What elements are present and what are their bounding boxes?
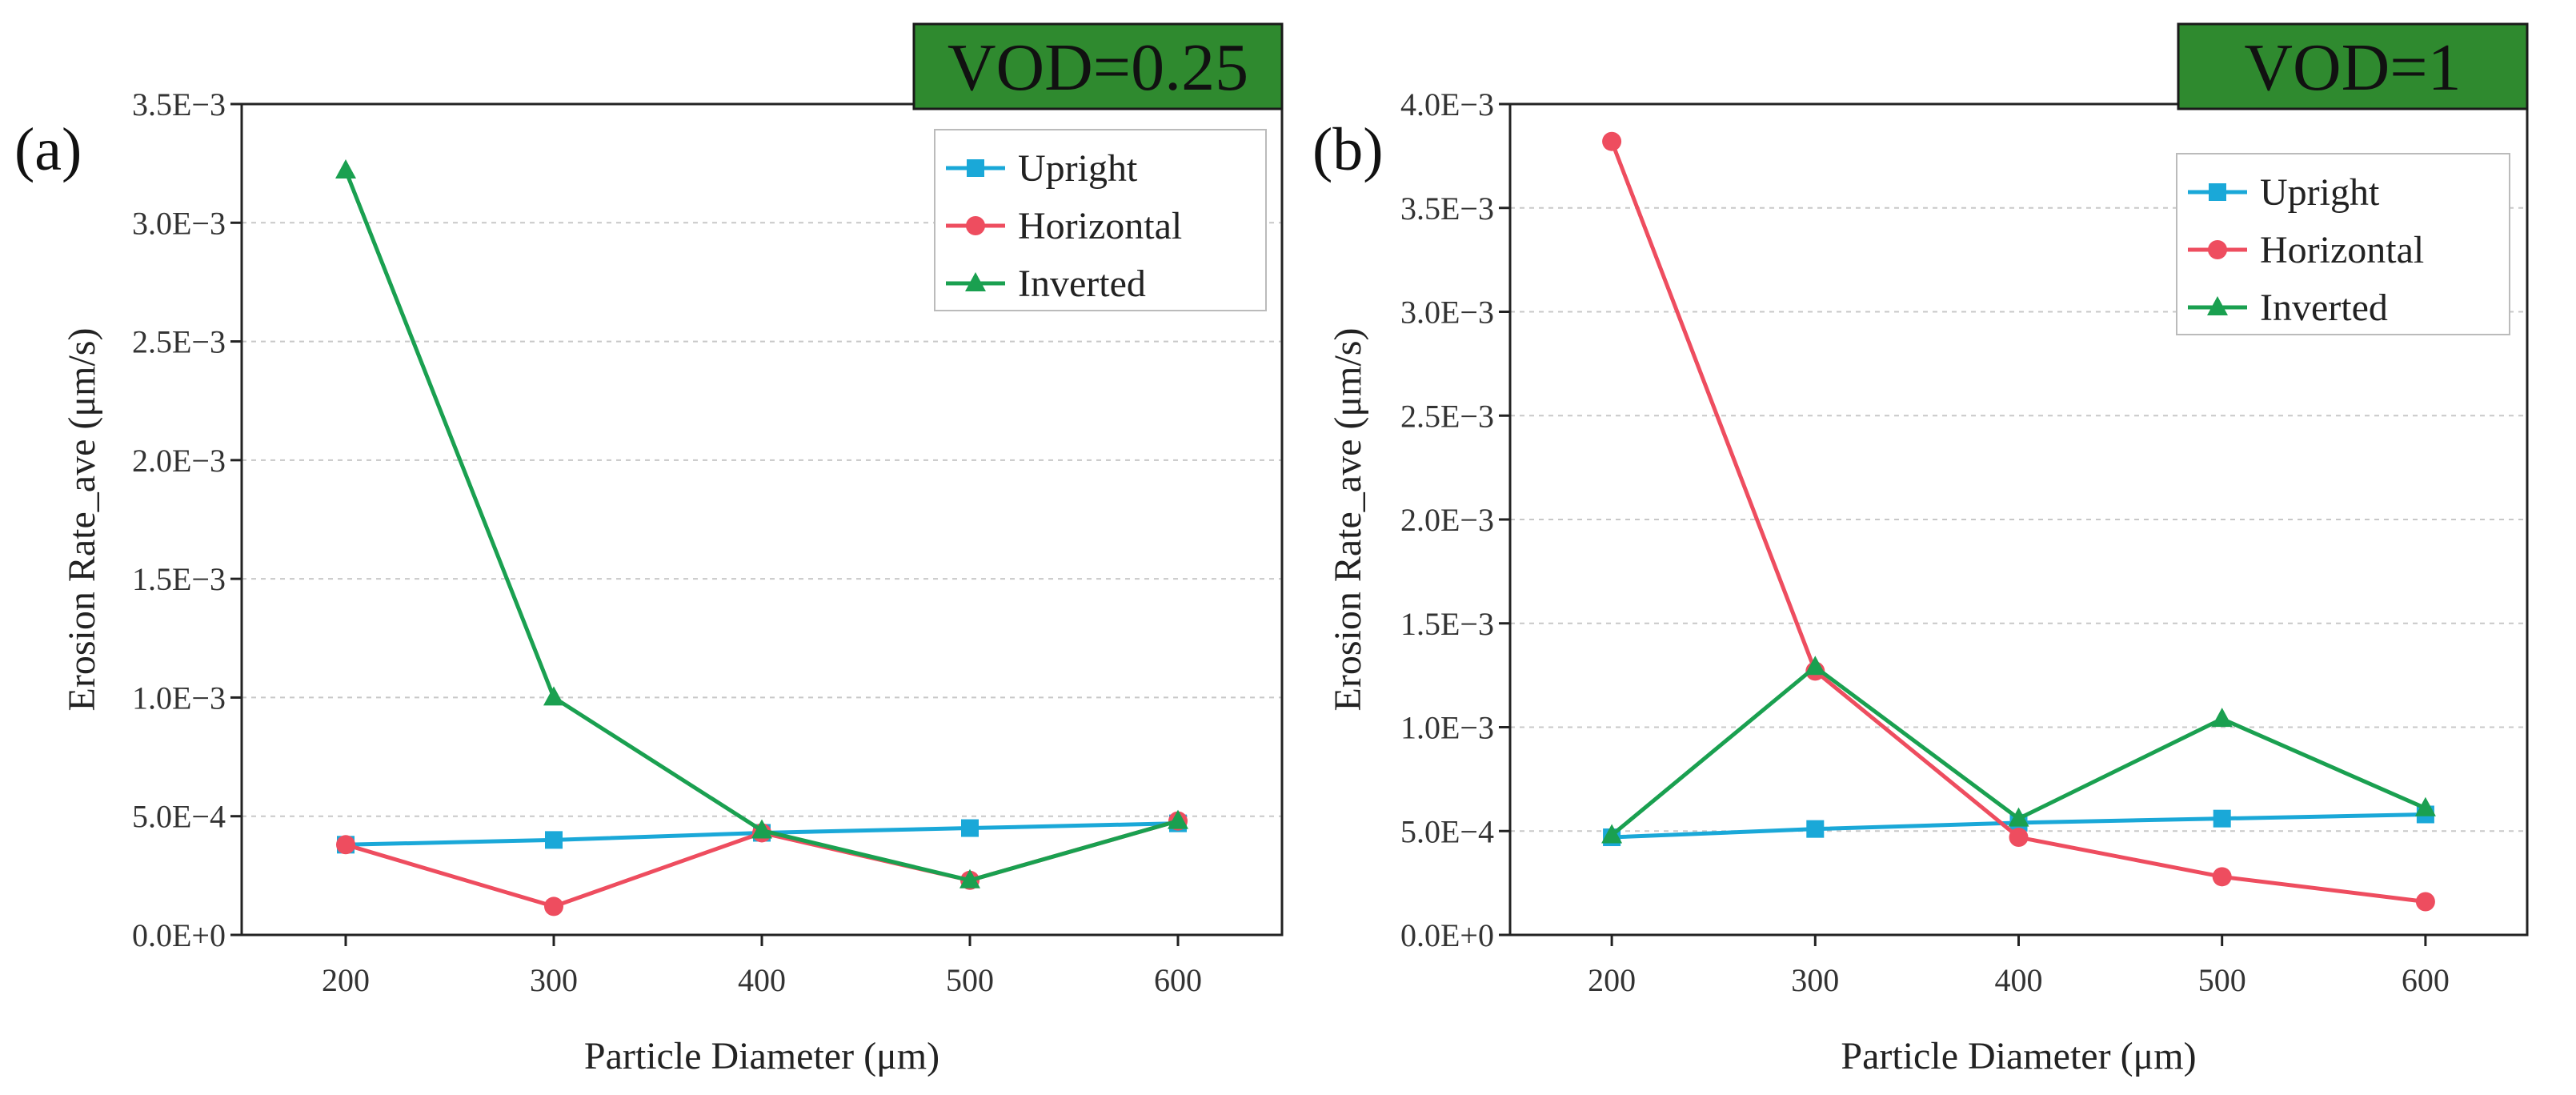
y-tick-label: 1.0E−3 xyxy=(1400,710,1494,746)
data-point-horizontal xyxy=(1602,131,1622,151)
y-tick-label: 1.5E−3 xyxy=(132,561,226,597)
x-tick-label: 300 xyxy=(1791,962,1839,998)
vod-badge xyxy=(2177,22,2529,110)
data-point-inverted xyxy=(1805,656,1826,676)
vod-badge-label: VOD=0.25 xyxy=(947,30,1248,105)
y-axis-title: Erosion Rate_ave (μm/s) xyxy=(1327,328,1369,712)
x-tick-label: 500 xyxy=(2198,962,2246,998)
y-tick-label: 2.5E−3 xyxy=(132,324,226,360)
y-tick-label: 2.0E−3 xyxy=(1400,502,1494,538)
data-point-horizontal xyxy=(2212,867,2232,887)
x-tick-label: 200 xyxy=(322,962,370,998)
y-tick-label: 3.0E−3 xyxy=(132,205,226,241)
data-point-upright xyxy=(2213,809,2231,828)
legend-label-inverted: Inverted xyxy=(1018,263,1146,305)
legend-box xyxy=(2176,153,2510,335)
legend-label-horizontal: Horizontal xyxy=(2260,229,2424,271)
x-tick-label: 400 xyxy=(738,962,786,998)
vod-badge xyxy=(912,22,1284,110)
y-tick-label: 1.0E−3 xyxy=(132,680,226,716)
data-point-inverted xyxy=(1601,824,1623,844)
y-tick-label: 0.0E+0 xyxy=(132,917,226,953)
panel-label: (b) xyxy=(1312,116,1384,183)
legend-label-upright: Upright xyxy=(2260,171,2380,214)
data-point-inverted xyxy=(1168,809,1188,829)
chart-panel-b: 0.0E+0 5.0E−4 1.0E−3 1.5E−3 2.0E−3 2.5E−3 3.0E… xyxy=(1312,22,2529,1077)
data-point-inverted xyxy=(335,159,356,179)
panel-label: (a) xyxy=(14,116,82,183)
x-axis-title: Particle Diameter (μm) xyxy=(584,1035,939,1077)
y-axis-title: Erosion Rate_ave (μm/s) xyxy=(61,328,103,712)
x-tick-label: 500 xyxy=(946,962,994,998)
chart-panel-a: 0.0E+0 5.0E−4 1.0E−3 1.5E−3 2.0E−3 2.5E−3 3.0E… xyxy=(14,22,1284,1077)
legend-label-inverted: Inverted xyxy=(2260,287,2388,329)
y-tick-label: 2.5E−3 xyxy=(1400,398,1494,434)
x-axis-title: Particle Diameter (μm) xyxy=(1841,1035,2196,1077)
legend-label-upright: Upright xyxy=(1018,147,1138,190)
x-tick-label: 600 xyxy=(2402,962,2450,998)
legend-marker-inverted xyxy=(2207,296,2228,315)
data-point-upright xyxy=(1806,820,1825,838)
x-tick-label: 600 xyxy=(1154,962,1202,998)
legend-label-horizontal: Horizontal xyxy=(1018,205,1182,247)
x-tick-label: 300 xyxy=(530,962,578,998)
vod-badge-label: VOD=1 xyxy=(2244,30,2461,105)
y-tick-label: 3.0E−3 xyxy=(1400,295,1494,331)
data-point-horizontal xyxy=(544,896,563,917)
data-point-horizontal xyxy=(2009,828,2029,848)
y-tick-label: 5.0E−4 xyxy=(1400,813,1494,849)
y-tick-label: 3.5E−3 xyxy=(132,86,226,122)
data-point-upright xyxy=(545,831,563,849)
data-point-horizontal xyxy=(2415,892,2435,912)
x-tick-label: 400 xyxy=(1995,962,2043,998)
y-tick-label: 4.0E−3 xyxy=(1400,86,1494,122)
data-point-inverted xyxy=(2414,796,2436,816)
data-point-inverted xyxy=(959,868,980,888)
legend-marker-inverted xyxy=(965,272,986,291)
data-point-upright xyxy=(961,819,979,837)
legend-marker-upright xyxy=(967,159,984,177)
y-tick-label: 3.5E−3 xyxy=(1400,191,1494,227)
data-point-inverted xyxy=(543,686,564,706)
legend-marker-horizontal xyxy=(2208,240,2227,259)
y-tick-label: 1.5E−3 xyxy=(1400,606,1494,642)
data-point-inverted xyxy=(751,819,772,839)
x-tick-label: 200 xyxy=(1588,962,1636,998)
y-tick-label: 5.0E−4 xyxy=(132,799,226,835)
data-point-inverted xyxy=(2008,807,2029,827)
y-tick-label: 0.0E+0 xyxy=(1400,917,1494,953)
data-point-inverted xyxy=(2211,708,2233,728)
legend-box xyxy=(934,129,1267,311)
legend-marker-horizontal xyxy=(966,216,985,235)
y-tick-label: 2.0E−3 xyxy=(132,443,226,479)
legend-marker-upright xyxy=(2209,183,2226,201)
data-point-horizontal xyxy=(336,835,355,855)
